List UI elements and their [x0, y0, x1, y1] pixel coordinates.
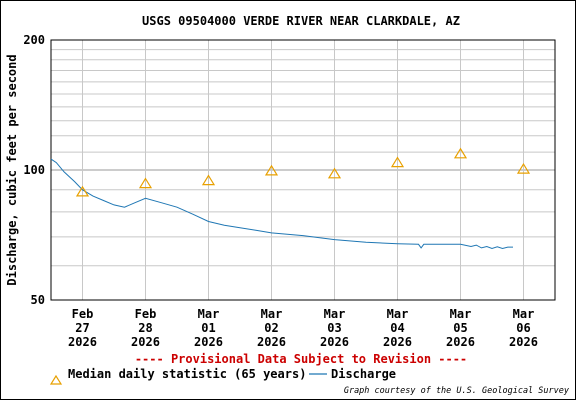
- median-triangle-marker: [75, 185, 90, 197]
- y-tick-label: 200: [23, 33, 45, 47]
- median-triangle-marker: [453, 147, 468, 159]
- legend-discharge-label: Discharge: [331, 367, 396, 381]
- x-tick-label: Mar 05 2026: [446, 307, 475, 349]
- median-triangle-marker: [201, 174, 216, 186]
- median-triangle-marker: [138, 177, 153, 189]
- chart-title: USGS 09504000 VERDE RIVER NEAR CLARKDALE…: [142, 14, 460, 28]
- median-triangle-marker: [516, 162, 531, 174]
- provisional-notice: ---- Provisional Data Subject to Revisio…: [135, 352, 467, 366]
- x-tick-label: Feb 28 2026: [131, 307, 160, 349]
- legend: Median daily statistic (65 years) Discha…: [49, 367, 396, 385]
- y-tick-label: 100: [23, 163, 45, 177]
- discharge-line: [50, 158, 513, 250]
- median-triangle-marker: [390, 156, 405, 168]
- x-tick-label: Mar 02 2026: [257, 307, 286, 349]
- x-tick-label: Mar 04 2026: [383, 307, 412, 349]
- plot-border: [50, 39, 556, 301]
- x-tick-label: Mar 06 2026: [509, 307, 538, 349]
- y-axis-label: Discharge, cubic feet per second: [5, 54, 19, 285]
- grid-lines: [51, 40, 555, 300]
- legend-median-triangle-icon: [49, 374, 63, 385]
- y-tick-labels: 50 100 200: [23, 33, 45, 307]
- y-tick-label: 50: [31, 293, 45, 307]
- credit-text: Graph courtesy of the U.S. Geological Su…: [344, 386, 570, 396]
- x-tick-label: Mar 01 2026: [194, 307, 223, 349]
- median-triangle-marker: [264, 164, 279, 176]
- legend-median-label: Median daily statistic (65 years): [68, 367, 306, 381]
- x-tick-label: Mar 03 2026: [320, 307, 349, 349]
- x-tick-labels: Feb 27 2026 Feb 28 2026 Mar 01 2026 Mar 02 2026 Mar 0…: [68, 307, 538, 349]
- series-layer: [50, 147, 531, 250]
- x-tick-label: Feb 27 2026: [68, 307, 97, 349]
- median-triangle-marker: [327, 167, 342, 179]
